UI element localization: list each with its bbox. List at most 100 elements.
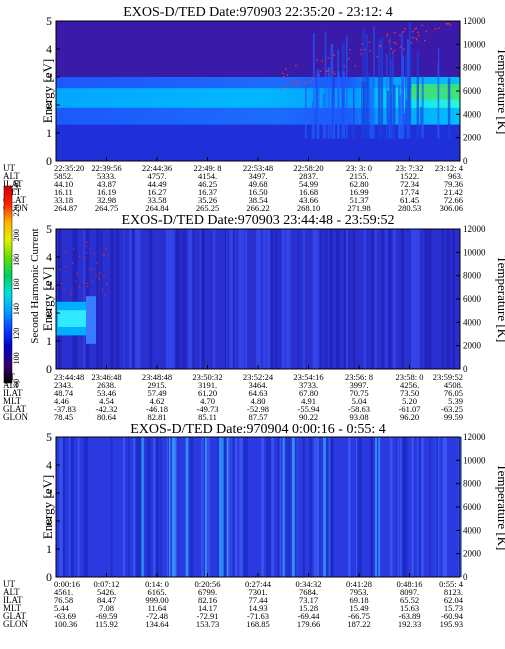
streak (266, 229, 271, 369)
table-cell-alt: 3464. (248, 380, 267, 390)
streak (110, 437, 113, 577)
table-cell-mlt: 14.93 (248, 603, 267, 613)
streak (378, 437, 381, 577)
streak (238, 229, 241, 369)
streak (110, 229, 114, 369)
streak (411, 229, 415, 369)
streak (403, 113, 406, 139)
table-cell-mlt: 5.04 (352, 396, 368, 406)
temperature-point (448, 23, 450, 25)
table-row-label: GLON (3, 412, 28, 422)
temperature-point (349, 48, 351, 51)
streak (156, 437, 158, 577)
colorbar-gradient (3, 185, 13, 384)
streak (362, 26, 365, 139)
y-axis-label: Energy [eV] (40, 59, 55, 123)
streak (342, 71, 345, 139)
streak (58, 229, 62, 369)
temperature-point (298, 82, 300, 84)
y2-tick-label: 8000 (463, 63, 482, 73)
table-cell-mlt: 15.63 (400, 603, 419, 613)
table-cell-glon: 153.73 (196, 619, 219, 629)
streak (357, 437, 360, 577)
streak (123, 229, 125, 369)
streak (129, 229, 132, 369)
temperature-point (295, 80, 298, 82)
table-cell-mlt: 16.11 (54, 187, 73, 197)
streak (337, 49, 339, 139)
table-cell-glon: 93.08 (349, 412, 368, 422)
streak (333, 100, 336, 139)
streak (138, 437, 142, 577)
table-row-label: ILAT (3, 179, 23, 189)
streak (313, 33, 315, 139)
table-cell-glat: -69.59 (96, 611, 118, 621)
temperature-point (95, 274, 97, 277)
table-row-label: UT (3, 579, 15, 589)
table-cell-glon: 80.64 (97, 412, 117, 422)
energy-band-core (56, 88, 460, 108)
streak (373, 229, 377, 369)
table-cell-glon: 265.25 (196, 203, 219, 213)
streak (242, 437, 245, 577)
temperature-point (348, 57, 350, 60)
table-cell-ut: 23:59:52 (433, 372, 463, 382)
streak (213, 229, 216, 369)
table-cell-ut: 0:34:32 (296, 579, 322, 589)
streak (423, 229, 428, 369)
y-tick-label: 1 (46, 126, 52, 140)
table-cell-alt: 4561. (54, 587, 73, 597)
table-cell-glon: 179.66 (297, 619, 320, 629)
streak (231, 437, 233, 577)
table-row-label: ALT (3, 587, 20, 597)
table-cell-glat: -66.75 (348, 611, 370, 621)
table-row-label: ILAT (3, 388, 23, 398)
streak (226, 437, 229, 577)
streak (136, 229, 140, 369)
temperature-point (327, 57, 330, 59)
streak (400, 437, 403, 577)
temperature-point (92, 279, 94, 282)
streak (223, 437, 227, 577)
table-cell-ut: 23:58: 0 (395, 372, 423, 382)
table-cell-alt: 4508. (444, 380, 463, 390)
temperature-point (281, 72, 284, 75)
table-cell-glon: 306.06 (440, 203, 463, 213)
table-cell-ilat: 44.10 (54, 179, 73, 189)
table-cell-glon: 264.87 (54, 203, 77, 213)
table-cell-glon: 266.22 (246, 203, 269, 213)
temperature-point (393, 41, 395, 44)
table-cell-ut: 22:53:48 (243, 163, 273, 173)
spectrogram-panel-3: EXOS-D/TED Date:970904 0:00:16 - 0:55: 4… (3, 422, 505, 629)
table-cell-ut: 0:48:16 (397, 579, 423, 589)
streak (407, 39, 410, 139)
temperature-point (360, 53, 363, 55)
streak (135, 437, 138, 577)
chart-title: EXOS-D/TED Date:970904 0:00:16 - 0:55: 4 (130, 422, 385, 437)
table-row-label: MLT (3, 603, 22, 613)
streak (130, 229, 134, 369)
temperature-point (279, 89, 282, 91)
streak (397, 437, 399, 577)
table-cell-ilat: 49.68 (248, 179, 267, 189)
temperature-point (286, 74, 289, 76)
streak (262, 229, 267, 369)
table-cell-glon: 99.59 (444, 412, 463, 422)
y-tick-label: 5 (46, 222, 52, 236)
streak (435, 437, 438, 577)
streak (200, 229, 204, 369)
table-cell-glat: -46.18 (146, 404, 168, 414)
streak (182, 229, 186, 369)
streak (245, 437, 248, 577)
streak (282, 437, 285, 577)
streak (233, 229, 236, 369)
table-cell-alt: 3191. (198, 380, 217, 390)
table-cell-mlt: 14.17 (198, 603, 217, 613)
table-cell-mlt: 17.74 (400, 187, 420, 197)
streak (285, 437, 288, 577)
y-tick-label: 2 (46, 514, 52, 528)
y2-tick-label: 2000 (463, 341, 482, 351)
streak (279, 229, 281, 369)
y2-tick-label: 4000 (463, 525, 482, 535)
